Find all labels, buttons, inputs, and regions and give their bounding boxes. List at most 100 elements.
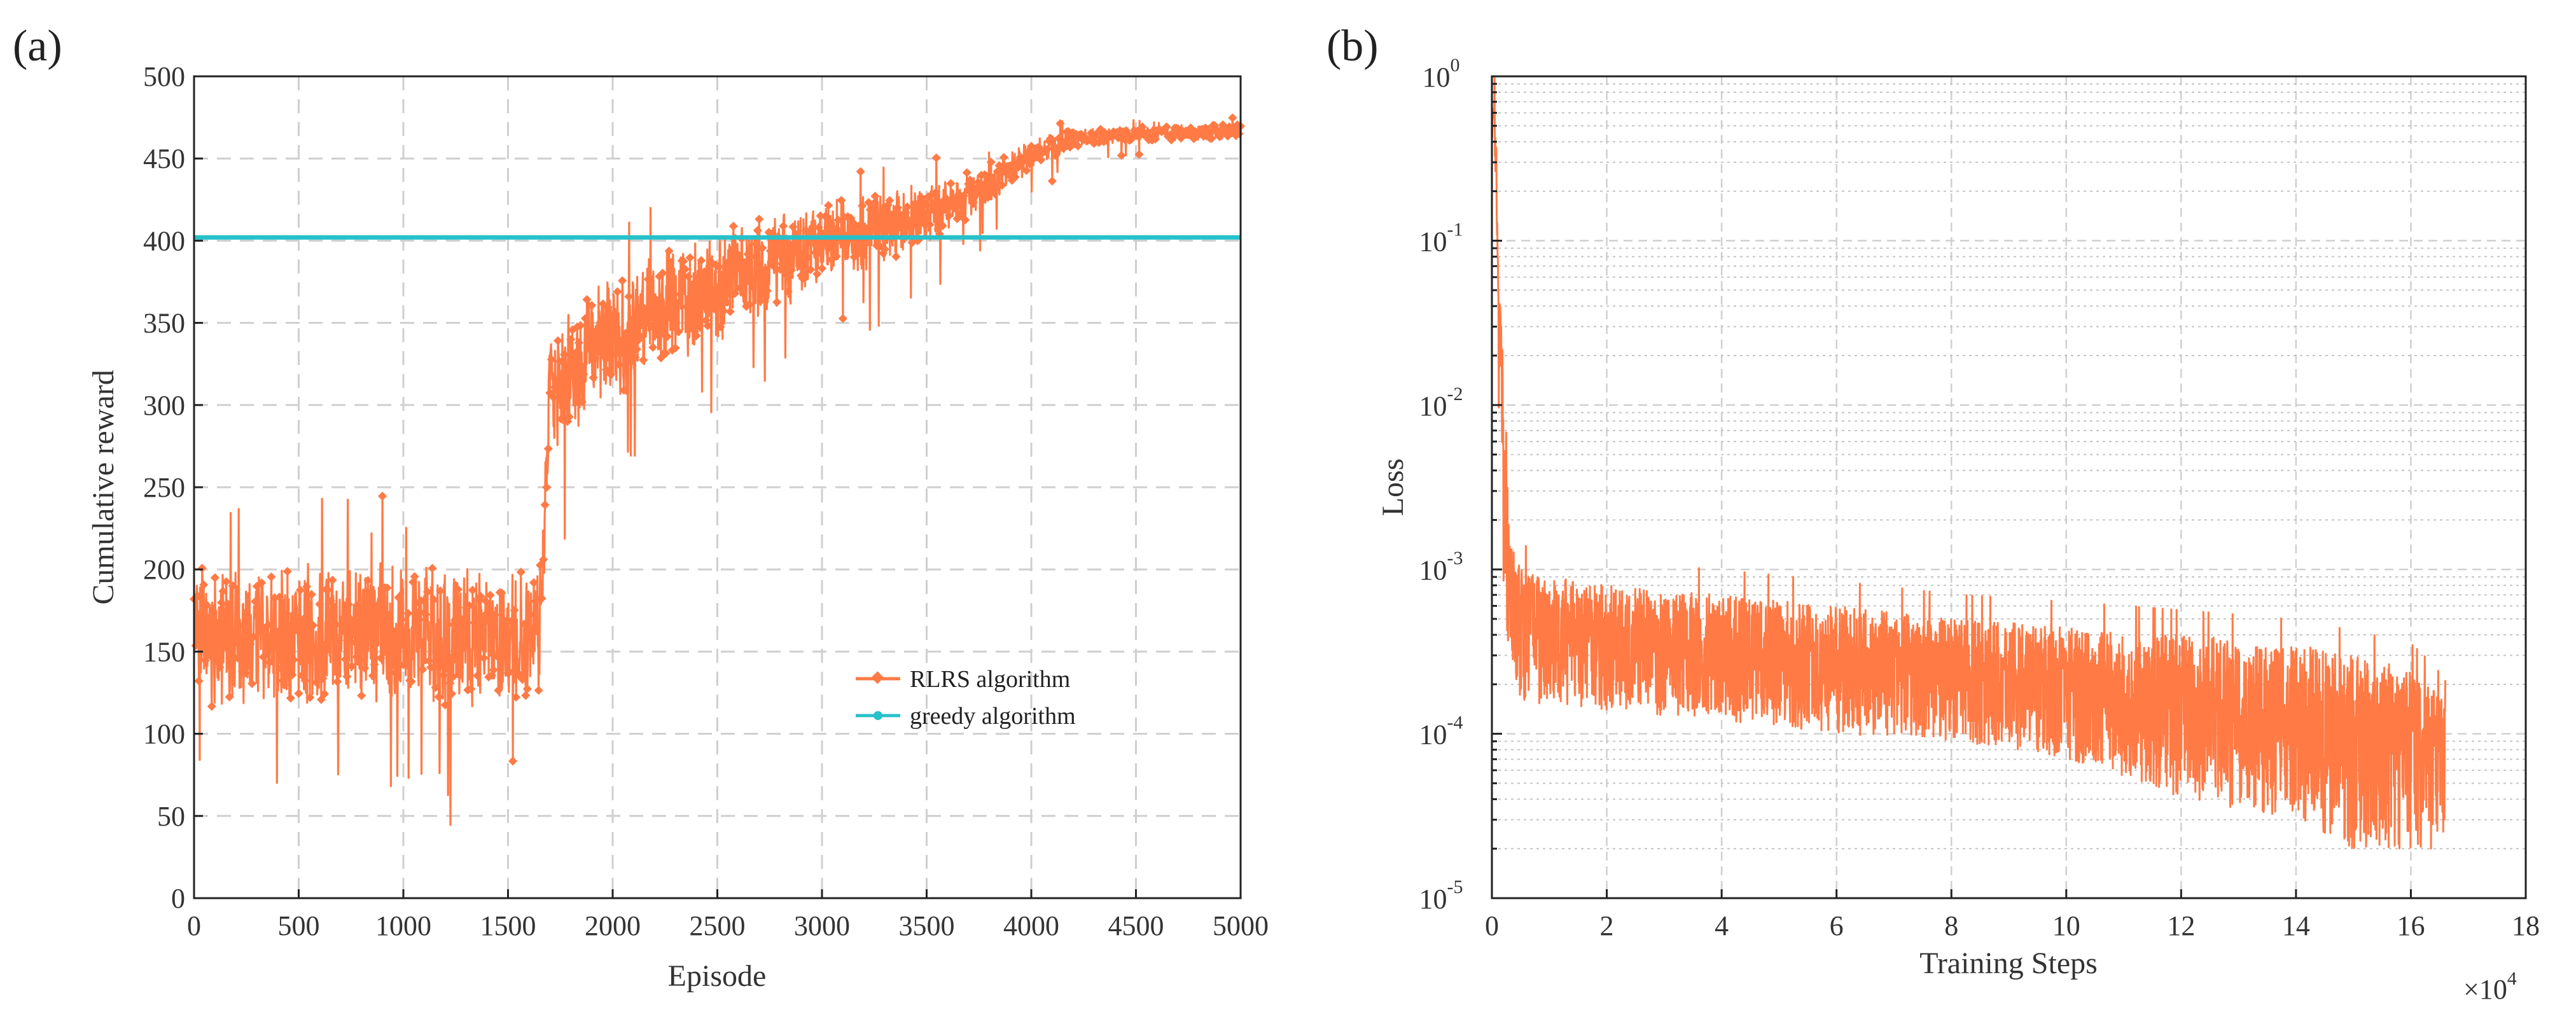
panel-a-ytick-label: 50	[157, 801, 185, 832]
series-rlrs-point	[220, 641, 230, 650]
panel-b-ytick-label: 100	[1423, 55, 1460, 93]
series-rlrs-point	[790, 239, 800, 249]
series-rlrs-point	[695, 297, 704, 307]
series-rlrs-point	[323, 585, 333, 595]
series-rlrs-point	[1134, 149, 1144, 159]
series-rlrs-point	[740, 258, 749, 267]
series-rlrs-point	[986, 157, 996, 167]
series-rlrs-point	[439, 670, 449, 680]
series-rlrs-point	[909, 213, 919, 223]
series-rlrs-point	[543, 444, 553, 454]
series-rlrs-point	[950, 204, 961, 213]
series-rlrs-point	[587, 301, 597, 310]
series-rlrs-point	[328, 575, 337, 585]
series-rlrs-point	[858, 201, 867, 211]
series-rlrs-point	[477, 642, 487, 651]
series-rlrs-point	[1046, 134, 1055, 143]
series-rlrs-point	[512, 693, 521, 702]
series-rlrs-point	[360, 663, 370, 673]
series-rlrs-point	[518, 675, 527, 684]
series-rlrs-point	[450, 616, 460, 625]
series-rlrs-point	[961, 215, 970, 225]
series-rlrs-point	[560, 350, 569, 359]
series-rlrs-point	[361, 587, 371, 597]
panel-a-xtick-label: 4500	[1108, 910, 1164, 941]
panel-b-grid	[1492, 76, 2526, 898]
series-rlrs-point	[194, 676, 204, 686]
series-rlrs-point	[755, 214, 764, 224]
series-rlrs-point	[485, 590, 495, 600]
series-rlrs-point	[643, 274, 653, 284]
series-rlrs-point	[257, 578, 267, 588]
series-rlrs-point	[603, 303, 613, 312]
panel-a-xlabel: Episode	[668, 959, 767, 993]
panel-b-xtick-label: 2	[1600, 910, 1614, 941]
series-rlrs-point	[489, 665, 498, 675]
series-rlrs-point	[975, 180, 985, 190]
series-rlrs-point	[709, 304, 719, 314]
series-rlrs-point	[734, 250, 743, 260]
series-rlrs-point	[817, 263, 827, 273]
series-rlrs-point	[917, 208, 926, 218]
series-rlrs-point	[434, 692, 443, 702]
series-rlrs-point	[453, 585, 463, 594]
series-rlrs-point	[391, 668, 400, 677]
series-rlrs-point	[856, 167, 865, 176]
series-rlrs-point	[1113, 133, 1123, 142]
series-rlrs-point	[196, 592, 205, 602]
series-rlrs-point	[471, 635, 480, 645]
legend-greedy-label: greedy algorithm	[910, 703, 1076, 730]
series-rlrs-point	[216, 598, 226, 607]
series-rlrs-point	[806, 265, 816, 274]
panel-b-x-multiplier: ×104	[2463, 968, 2517, 1005]
series-rlrs-point	[330, 630, 339, 640]
series-rlrs-point	[639, 355, 648, 365]
series-rlrs-point	[676, 289, 685, 299]
series-rlrs-point	[1026, 141, 1036, 151]
series-rlrs-point	[197, 564, 207, 573]
series-rlrs-point	[542, 483, 552, 492]
panel-b-xtick-label: 0	[1485, 910, 1499, 941]
series-rlrs-point	[991, 181, 1001, 191]
series-rlrs-point	[622, 348, 632, 357]
series-rlrs-point	[635, 331, 645, 341]
series-rlrs-point	[275, 592, 284, 602]
series-rlrs-point	[930, 189, 940, 198]
series-rlrs-point	[401, 660, 412, 670]
series-rlrs-point	[433, 646, 442, 656]
series-rlrs-point	[749, 275, 759, 284]
series-rlrs-point	[449, 672, 458, 681]
series-rlrs-point	[968, 197, 978, 207]
series-rlrs-point	[265, 657, 275, 667]
series-rlrs-point	[205, 651, 215, 660]
series-rlrs-point	[242, 662, 252, 671]
series-rlrs-point	[625, 328, 635, 337]
series-rlrs-point	[832, 251, 841, 261]
panel-a-xtick-label: 2500	[690, 910, 746, 941]
series-rlrs-point	[820, 212, 830, 221]
series-rlrs-point	[342, 672, 352, 681]
series-rlrs-point	[1055, 119, 1065, 128]
series-rlrs-point	[443, 620, 453, 629]
series-rlrs-point	[582, 295, 592, 305]
series-rlrs-point	[889, 215, 899, 225]
series-rlrs-point	[464, 601, 474, 611]
series-rlrs-point	[801, 226, 811, 235]
series-rlrs-point	[212, 656, 221, 666]
series-rlrs-point	[455, 662, 464, 672]
panel-a-ticks: 0 500 1000 1500 2000 2500 3000 3500 4000 4500 5000…	[143, 61, 1269, 941]
series-rlrs-point	[724, 289, 734, 298]
series-rlrs-point	[428, 564, 437, 573]
series-rlrs-point	[683, 272, 693, 281]
series-rlrs-point	[861, 239, 870, 249]
panel-a-xtick-label: 2000	[585, 910, 641, 941]
series-rlrs-point	[292, 625, 302, 635]
series-rlrs-point	[756, 296, 765, 306]
series-rlrs-point	[822, 228, 832, 237]
series-rlrs-point	[431, 683, 440, 692]
series-rlrs-point	[707, 296, 717, 306]
series-rlrs-point	[783, 287, 793, 296]
series-rlrs-point	[394, 593, 403, 602]
series-rlrs-point	[679, 256, 688, 266]
